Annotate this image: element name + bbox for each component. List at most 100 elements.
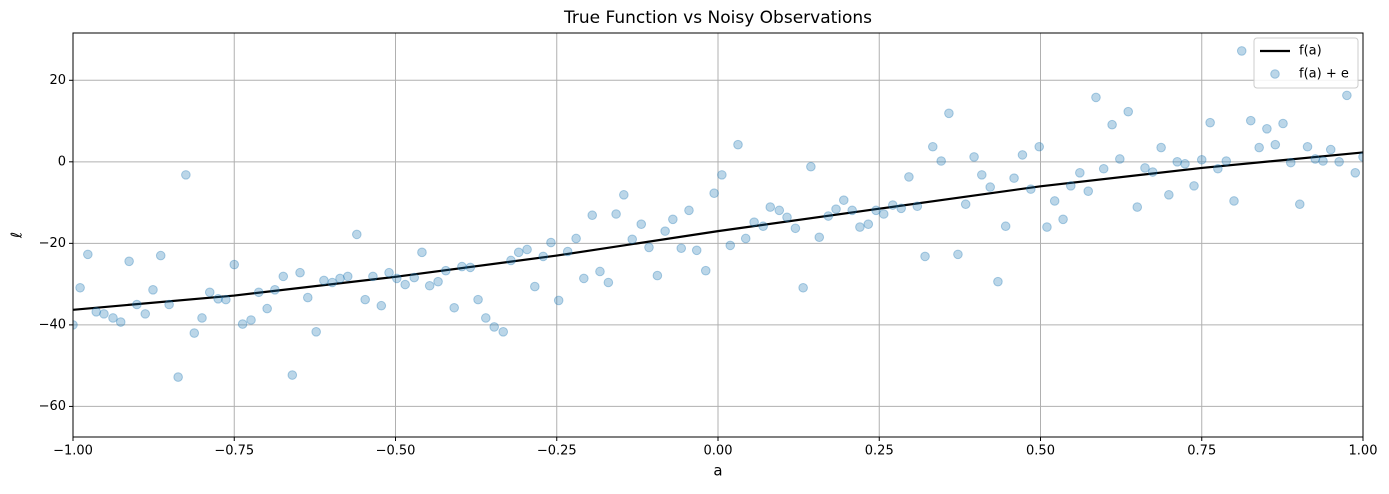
scatter-point — [725, 240, 736, 251]
x-tick-label: −0.75 — [214, 444, 254, 459]
scatter-point — [571, 233, 581, 244]
scatter-point — [823, 211, 834, 221]
scatter-point — [409, 272, 420, 283]
scatter-point — [1091, 92, 1101, 103]
scatter-point — [1285, 157, 1296, 168]
scatter-point — [579, 273, 589, 284]
scatter-point — [400, 279, 410, 290]
legend-label: f(a) + e — [1299, 67, 1349, 82]
scatter-point — [798, 282, 808, 293]
scatter-point — [391, 273, 402, 284]
scatter-point — [384, 267, 394, 278]
scatter-point — [936, 156, 946, 166]
scatter-point — [912, 201, 923, 212]
scatter-point — [953, 249, 963, 260]
scatter-point — [522, 244, 532, 255]
scatter-point — [1147, 167, 1158, 177]
scatter-point — [1221, 156, 1232, 166]
y-tick-label: −60 — [39, 399, 66, 414]
scatter-point — [457, 261, 467, 272]
scatter-point — [1098, 163, 1109, 174]
scatter-point — [765, 202, 776, 212]
scatter-point — [1172, 157, 1183, 167]
chart-title: True Function vs Noisy Observations — [563, 8, 872, 28]
scatter-point — [441, 265, 451, 276]
scatter-point — [1132, 202, 1143, 212]
scatter-point — [319, 275, 329, 286]
scatter-point — [1034, 141, 1045, 152]
scatter-point — [676, 243, 687, 254]
plot-area — [73, 46, 1363, 382]
x-tick-label: −0.25 — [537, 444, 577, 459]
scatter-point — [181, 170, 191, 180]
scatter-point — [465, 262, 476, 273]
scatter-point — [246, 315, 256, 325]
y-tick-label: −20 — [39, 236, 66, 251]
scatter-point — [376, 300, 387, 311]
scatter-point — [1229, 196, 1239, 206]
scatter-point — [140, 309, 151, 319]
scatter-point — [1123, 106, 1134, 117]
scatter-point — [75, 282, 85, 293]
scatter-point — [1325, 144, 1336, 155]
scatter-point — [733, 139, 743, 150]
scatter-point — [863, 219, 874, 229]
y-axis-label: ℓ — [8, 232, 26, 239]
scatter-point — [740, 233, 751, 244]
scatter-point — [115, 317, 126, 327]
scatter-point — [652, 270, 663, 281]
scatter-point — [790, 223, 801, 234]
scatter-point — [644, 242, 654, 253]
scatter-point — [91, 307, 102, 317]
scatter-point — [969, 152, 979, 162]
scatter-point — [709, 188, 719, 199]
scatter-point — [124, 256, 134, 267]
scatter-point — [302, 292, 313, 303]
scatter-point — [960, 199, 971, 210]
scatter-point — [108, 313, 118, 323]
scatter-point — [619, 190, 629, 200]
scatter-point — [1270, 139, 1281, 150]
x-tick-label: 0.00 — [704, 444, 733, 459]
scatter-point — [295, 267, 305, 278]
x-tick-label: −1.00 — [53, 444, 93, 459]
y-tick-label: 20 — [49, 73, 66, 88]
scatter-point — [985, 182, 995, 192]
scatter-point — [1000, 221, 1011, 232]
scatter-point — [1302, 141, 1313, 152]
scatter-point — [506, 255, 516, 266]
line-series — [73, 151, 1363, 311]
scatter-point — [173, 372, 183, 382]
scatter-point — [838, 195, 849, 205]
scatter-point — [327, 277, 338, 288]
scatter-point — [83, 249, 93, 260]
scatter-point — [562, 246, 573, 257]
scatter-point — [197, 313, 207, 323]
scatter-point — [1156, 142, 1166, 153]
scatter-point — [530, 281, 540, 292]
x-tick-label: 0.25 — [865, 444, 894, 459]
scatter-point — [717, 170, 727, 180]
scatter-point — [1350, 168, 1361, 178]
scatter-point — [253, 287, 264, 298]
scatter-point — [749, 217, 759, 227]
scatter-point — [1196, 154, 1207, 165]
scatter-point — [229, 259, 240, 270]
x-tick-label: 0.50 — [1026, 444, 1055, 459]
scatter-point — [99, 309, 109, 319]
scatter-point — [489, 322, 499, 332]
scatter-point — [944, 108, 954, 119]
scatter-point — [204, 287, 215, 298]
scatter-point — [758, 221, 768, 232]
scatter-point — [1026, 184, 1036, 194]
grid — [72, 33, 1364, 437]
scatter-point — [433, 276, 443, 287]
scatter-point — [587, 210, 598, 221]
scatter-point — [213, 294, 223, 304]
scatter-point — [1140, 163, 1150, 173]
scatter-point — [553, 295, 564, 306]
x-axis-label: a — [713, 462, 722, 480]
scatter-point — [417, 247, 427, 258]
scatter-point — [237, 319, 248, 329]
